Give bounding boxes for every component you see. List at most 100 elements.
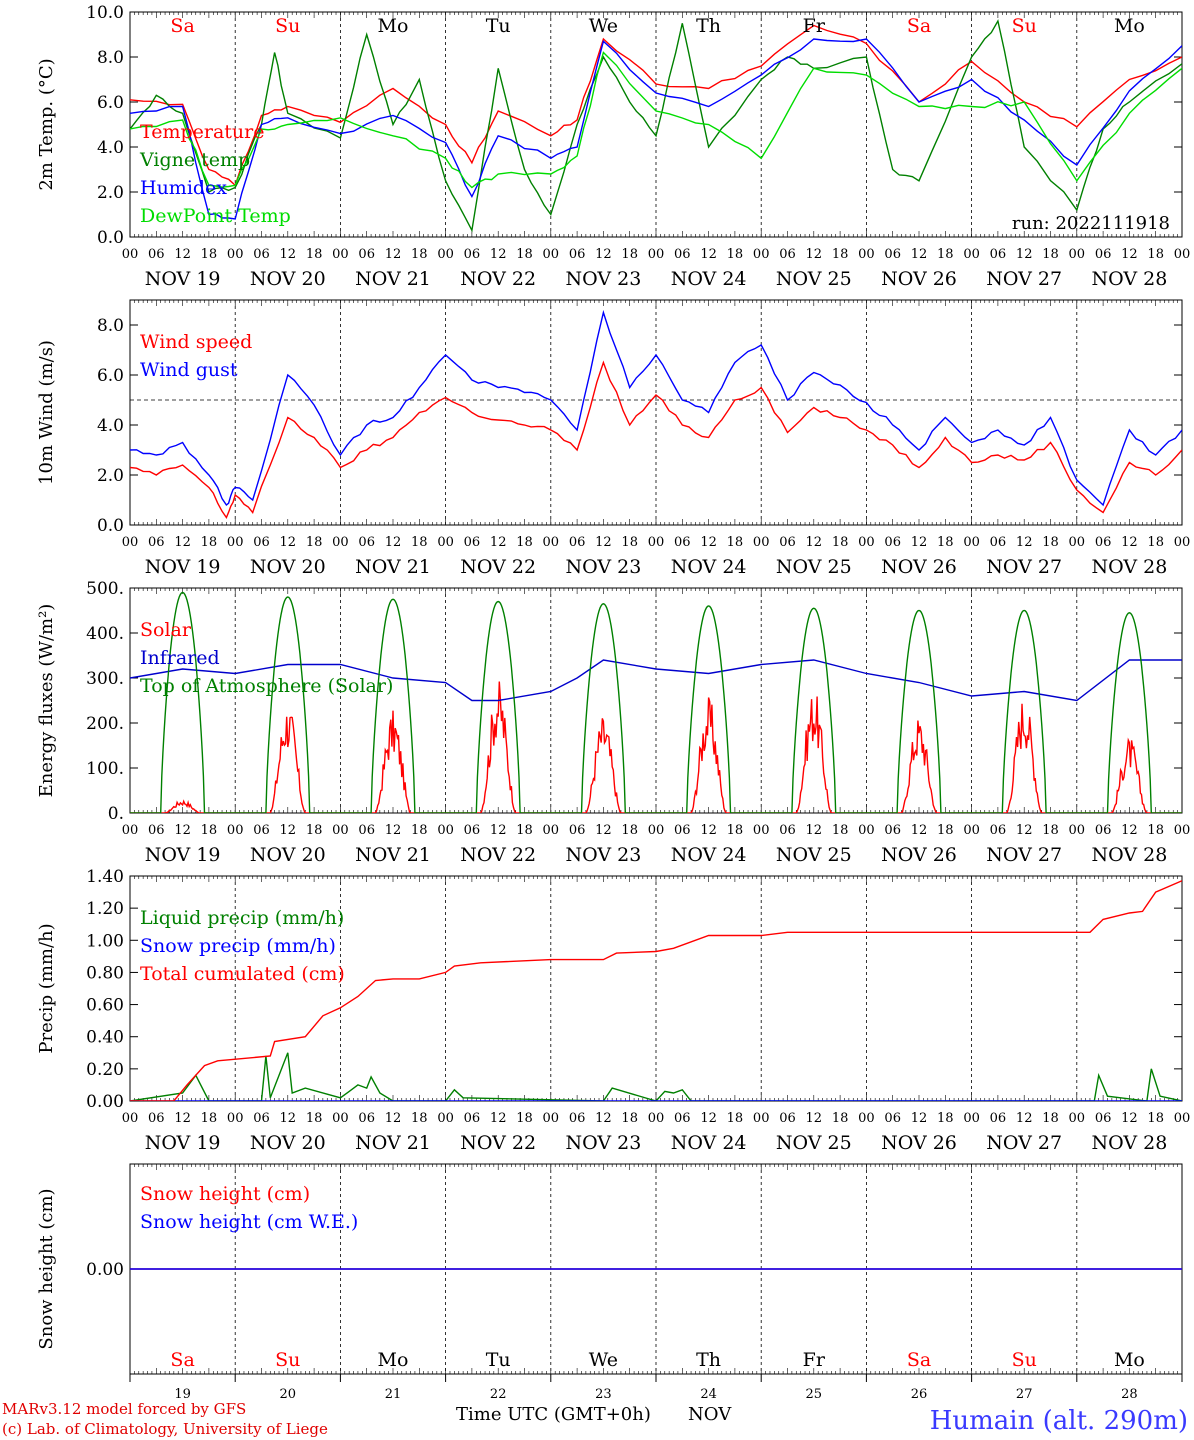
hour-label: 00 [227, 1111, 244, 1126]
legend-entry: Top of Atmosphere (Solar) [140, 675, 393, 697]
hour-label: 00 [858, 535, 875, 550]
hour-label: 12 [280, 1111, 297, 1126]
hour-label: 00 [227, 535, 244, 550]
weekday-label: Su [1012, 1349, 1037, 1371]
hour-label: 18 [727, 1111, 744, 1126]
hour-label: 12 [806, 247, 823, 262]
hour-label: 18 [621, 247, 638, 262]
y-axis-label: 10m Wind (m/s) [36, 340, 57, 485]
weekday-label: Mo [1114, 15, 1145, 37]
hour-label: 12 [911, 1111, 928, 1126]
hour-label: 00 [963, 1111, 980, 1126]
hour-label: 12 [1121, 535, 1138, 550]
hour-label: 12 [700, 535, 717, 550]
hour-label: 00 [543, 247, 560, 262]
hour-label: 12 [700, 1111, 717, 1126]
weekday-label: Mo [1114, 1349, 1145, 1371]
hour-label: 18 [1147, 823, 1164, 838]
day-number-label: 24 [700, 1387, 717, 1402]
hour-label: 06 [1095, 1111, 1112, 1126]
hour-label: 00 [543, 823, 560, 838]
date-label: NOV 20 [250, 1132, 326, 1154]
hour-label: 12 [385, 823, 402, 838]
date-label: NOV 22 [460, 844, 536, 866]
hour-label: 12 [1016, 535, 1033, 550]
hour-label: 00 [543, 1111, 560, 1126]
day-number-label: 22 [490, 1387, 507, 1402]
weekday-label: Mo [378, 15, 409, 37]
weekday-label: Sa [907, 1349, 931, 1371]
hour-label: 00 [1069, 823, 1086, 838]
hour-label: 06 [1095, 535, 1112, 550]
y-tick-label: 0.20 [86, 1060, 124, 1080]
hour-label: 18 [306, 1111, 323, 1126]
hour-label: 00 [858, 823, 875, 838]
hour-label: 00 [543, 535, 560, 550]
hour-label: 12 [490, 1111, 507, 1126]
y-tick-label: 0.00 [86, 1092, 124, 1112]
hour-label: 18 [306, 823, 323, 838]
hour-label: 18 [516, 1111, 533, 1126]
y-tick-label: 4.0 [97, 138, 124, 158]
weekday-label: Tu [486, 15, 511, 37]
hour-label: 12 [174, 247, 191, 262]
hour-label: 18 [201, 247, 218, 262]
hour-label: 06 [779, 535, 796, 550]
weekday-label: Th [696, 1349, 721, 1371]
hour-label: 12 [911, 535, 928, 550]
hour-label: 12 [1121, 1111, 1138, 1126]
y-tick-label: 100. [86, 759, 124, 779]
weekday-label: Su [275, 15, 300, 37]
panel-frame [129, 299, 1183, 526]
date-label: NOV 23 [565, 844, 641, 866]
hour-label: 06 [990, 823, 1007, 838]
hour-label: 18 [306, 535, 323, 550]
hour-label: 12 [1016, 823, 1033, 838]
day-number-label: 21 [385, 1387, 402, 1402]
hour-label: 06 [148, 247, 165, 262]
series-line-vigne-temp [130, 19, 1182, 233]
hour-label: 00 [122, 535, 139, 550]
hour-label: 12 [595, 1111, 612, 1126]
hour-label: 18 [832, 823, 849, 838]
hour-label: 12 [280, 247, 297, 262]
y-tick-label: 0.0 [97, 228, 124, 248]
hour-label: 06 [358, 535, 375, 550]
y-tick-label: 0.80 [86, 963, 124, 983]
date-label: NOV 19 [145, 844, 221, 866]
y-tick-label: 300. [86, 669, 124, 689]
hour-label: 12 [806, 1111, 823, 1126]
weekday-label: We [589, 1349, 618, 1371]
hour-label: 06 [464, 247, 481, 262]
hour-label: 06 [884, 1111, 901, 1126]
date-label: NOV 24 [671, 268, 747, 290]
hour-label: 18 [621, 1111, 638, 1126]
day-number-label: 19 [174, 1387, 191, 1402]
date-label: NOV 27 [986, 1132, 1062, 1154]
hour-label: 18 [937, 247, 954, 262]
y-tick-label: 6.0 [97, 93, 124, 113]
hour-label: 06 [253, 247, 270, 262]
date-label: NOV 23 [565, 556, 641, 578]
hour-label: 18 [1147, 247, 1164, 262]
legend-entry: Wind speed [140, 331, 252, 353]
y-tick-label: 200. [86, 714, 124, 734]
panel-frame [129, 587, 1183, 814]
run-annotation: run: 2022111918 [1012, 213, 1170, 234]
weekday-label: Th [696, 15, 721, 37]
day-number-label: 28 [1121, 1387, 1138, 1402]
hour-label: 00 [437, 1111, 454, 1126]
hour-label: 06 [674, 823, 691, 838]
hour-label: 06 [253, 1111, 270, 1126]
hour-label: 00 [648, 1111, 665, 1126]
hour-label: 00 [648, 247, 665, 262]
hour-label: 00 [963, 247, 980, 262]
date-label: NOV 28 [1091, 268, 1167, 290]
hour-label: 12 [174, 535, 191, 550]
hour-label: 12 [490, 535, 507, 550]
hour-label: 00 [753, 247, 770, 262]
legend-entry: Humidex [140, 177, 227, 199]
legend-entry: Solar [140, 619, 192, 641]
date-label: NOV 27 [986, 268, 1062, 290]
